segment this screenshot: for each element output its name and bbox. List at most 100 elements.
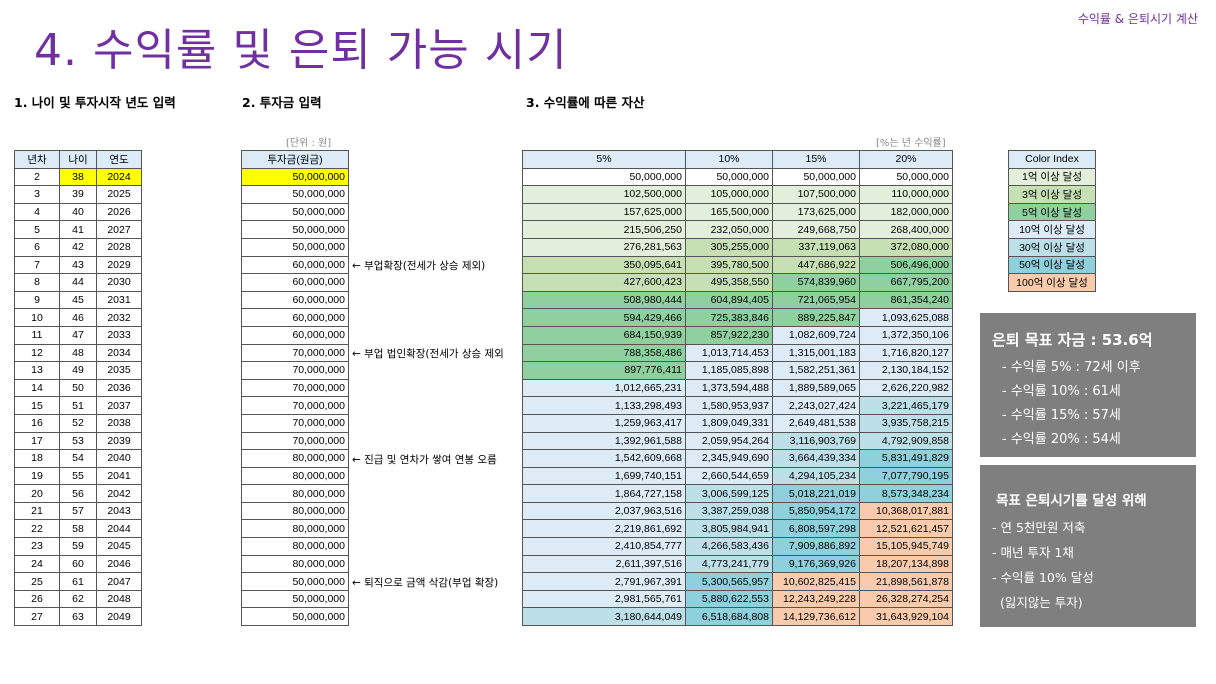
year-count-cell: 8 (14, 273, 60, 292)
table-row: 2,791,967,391 5,300,565,957 10,602,825,415… (522, 572, 953, 591)
asset-value-cell: 3,116,903,769 (772, 431, 860, 451)
asset-value-cell: 50,000,000 (772, 167, 860, 187)
asset-value-cell: 50,000,000 (859, 167, 953, 187)
color-index-item: 5억 이상 달성 (1008, 202, 1096, 222)
asset-value-cell: 1,012,665,231 (522, 378, 686, 398)
asset-value-cell: 721,065,954 (772, 290, 860, 310)
col-header-principal: 투자금(원금) (241, 150, 349, 169)
year-count-cell: 13 (14, 361, 60, 380)
table-row: 70,000,000 (241, 343, 349, 363)
table-row: 16 52 2038 (14, 413, 142, 433)
asset-value-cell: 1,315,001,183 (772, 343, 860, 363)
asset-value-cell: 2,649,481,538 (772, 413, 860, 433)
age-cell: 51 (59, 396, 97, 415)
color-index-row: 1억 이상 달성 (1008, 167, 1096, 187)
table-row: 50,000,000 50,000,000 50,000,000 50,000,000 (522, 167, 953, 187)
year-count-cell: 12 (14, 343, 60, 363)
year-count-cell: 4 (14, 202, 60, 222)
annotation-note: ← 진급 및 연차가 쌓여 연봉 오름 (352, 453, 497, 466)
age-cell: 42 (59, 237, 97, 257)
year-count-cell: 17 (14, 431, 60, 451)
age-cell: 41 (59, 220, 97, 239)
table-row: 50,000,000 (241, 607, 349, 627)
asset-value-cell: 50,000,000 (685, 167, 773, 187)
age-cell: 61 (59, 572, 97, 591)
color-index-row: 100억 이상 달성 (1008, 273, 1096, 292)
year-count-cell: 11 (14, 325, 60, 345)
year-count-cell: 24 (14, 554, 60, 574)
table-row: 50,000,000 (241, 589, 349, 609)
asset-value-cell: 215,506,250 (522, 220, 686, 239)
table-row: 10 46 2032 (14, 308, 142, 327)
table-row: 60,000,000 (241, 290, 349, 310)
color-index-row: 30억 이상 달성 (1008, 237, 1096, 257)
asset-value-cell: 2,219,861,692 (522, 519, 686, 539)
annotation-note: ← 부업확장(전세가 상승 제외) (352, 260, 486, 273)
principal-cell: 50,000,000 (241, 185, 349, 204)
year-count-cell: 10 (14, 308, 60, 327)
principal-cell: 50,000,000 (241, 167, 349, 187)
table-row: 50,000,000 (241, 220, 349, 239)
asset-value-cell: 10,602,825,415 (772, 572, 860, 591)
asset-value-cell: 105,000,000 (685, 185, 773, 204)
table-row: 24 60 2046 (14, 554, 142, 574)
table-row: 70,000,000 (241, 413, 349, 433)
col-header-20pct: 20% (859, 150, 953, 169)
col-header-15pct: 15% (772, 150, 860, 169)
year-count-cell: 21 (14, 501, 60, 521)
asset-value-cell: 2,243,027,424 (772, 396, 860, 415)
year-cell: 2037 (96, 396, 142, 415)
age-cell: 40 (59, 202, 97, 222)
year-cell: 2030 (96, 273, 142, 292)
year-cell: 2029 (96, 255, 142, 275)
year-cell: 2027 (96, 220, 142, 239)
principal-cell: 80,000,000 (241, 554, 349, 574)
asset-value-cell: 1,013,714,453 (685, 343, 773, 363)
section-3-heading: 3. 수익률에 따른 자산 (526, 95, 645, 110)
principal-cell: 70,000,000 (241, 343, 349, 363)
col-header-5pct: 5% (522, 150, 686, 169)
table-row: 1,392,961,588 2,059,954,264 3,116,903,769 4… (522, 431, 953, 451)
table-row: 4 40 2026 (14, 202, 142, 222)
table-row: 60,000,000 (241, 273, 349, 292)
asset-value-cell: 1,392,961,588 (522, 431, 686, 451)
age-cell: 44 (59, 273, 97, 292)
principal-cell: 50,000,000 (241, 572, 349, 591)
age-cell: 50 (59, 378, 97, 398)
asset-value-cell: 7,909,886,892 (772, 537, 860, 556)
asset-value-cell: 31,643,929,104 (859, 607, 953, 627)
age-cell: 54 (59, 449, 97, 468)
asset-value-cell: 50,000,000 (522, 167, 686, 187)
asset-value-cell: 506,496,000 (859, 255, 953, 275)
principal-cell: 80,000,000 (241, 484, 349, 503)
age-cell: 52 (59, 413, 97, 433)
age-cell: 58 (59, 519, 97, 539)
table-row: 13 49 2035 (14, 361, 142, 380)
asset-value-cell: 12,243,249,228 (772, 589, 860, 609)
table-row: 897,776,411 1,185,085,898 1,582,251,361 2,1… (522, 361, 953, 380)
asset-growth-table: 5% 10% 15% 20% 50,000,000 50,000,000 50,00… (522, 150, 953, 627)
year-cell: 2040 (96, 449, 142, 468)
principal-cell: 80,000,000 (241, 466, 349, 486)
asset-value-cell: 1,093,625,088 (859, 308, 953, 327)
asset-value-cell: 2,345,949,690 (685, 449, 773, 468)
color-index-row: 50억 이상 달성 (1008, 255, 1096, 275)
table-row: 15 51 2037 (14, 396, 142, 415)
year-cell: 2047 (96, 572, 142, 591)
col-header-age: 나이 (59, 150, 97, 169)
asset-value-cell: 508,980,444 (522, 290, 686, 310)
strategy-title: 목표 은퇴시기를 달성 위해 (996, 493, 1147, 509)
asset-value-cell: 1,542,609,668 (522, 449, 686, 468)
principal-cell: 60,000,000 (241, 325, 349, 345)
table-row: 80,000,000 (241, 501, 349, 521)
table-row: 50,000,000 (241, 185, 349, 204)
year-count-cell: 26 (14, 589, 60, 609)
principal-cell: 70,000,000 (241, 378, 349, 398)
asset-value-cell: 249,668,750 (772, 220, 860, 239)
table-row: 427,600,423 495,358,550 574,839,960 667,795… (522, 273, 953, 292)
asset-value-cell: 574,839,960 (772, 273, 860, 292)
year-count-cell: 18 (14, 449, 60, 468)
asset-value-cell: 3,935,758,215 (859, 413, 953, 433)
year-cell: 2039 (96, 431, 142, 451)
table-row: 20 56 2042 (14, 484, 142, 503)
